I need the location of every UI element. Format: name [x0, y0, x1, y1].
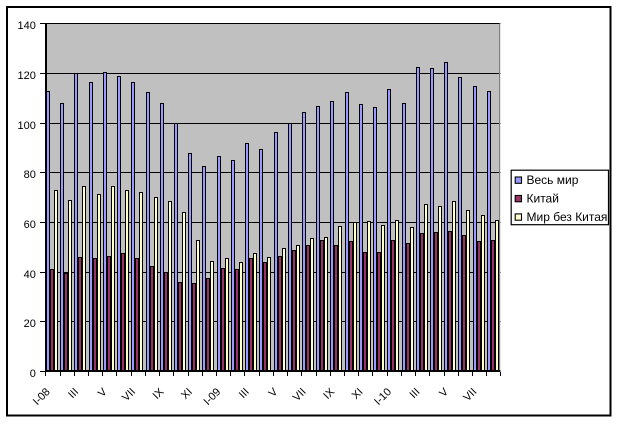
svg-text:140: 140	[18, 20, 36, 32]
svg-text:100: 100	[18, 120, 36, 132]
svg-text:Мир без Китая: Мир без Китая	[527, 210, 608, 224]
svg-text:80: 80	[24, 169, 36, 181]
svg-text:120: 120	[18, 70, 36, 82]
svg-text:60: 60	[24, 219, 36, 231]
svg-text:20: 20	[24, 318, 36, 330]
svg-text:0: 0	[30, 368, 36, 380]
svg-text:Весь мир: Весь мир	[527, 173, 579, 187]
svg-text:40: 40	[24, 269, 36, 281]
svg-text:Китай: Китай	[527, 191, 559, 205]
